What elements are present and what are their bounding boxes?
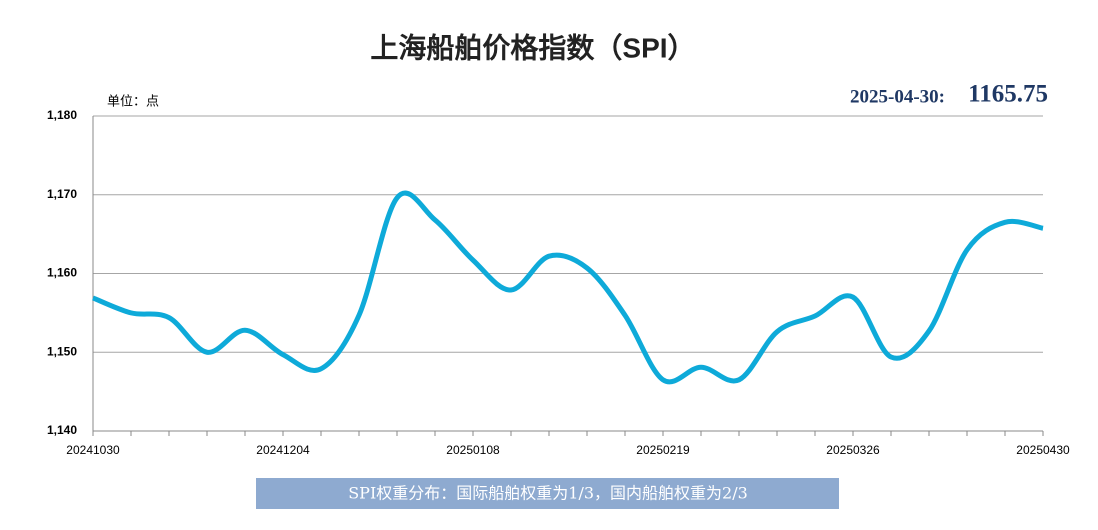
x-tick-label: 20250108 xyxy=(446,443,500,457)
x-tick-label: 20250219 xyxy=(636,443,690,457)
y-tick-label: 1,180 xyxy=(47,108,77,122)
footer: SPI权重分布：国际船舶权重为1/3，国内船舶权重为2/3 xyxy=(348,484,748,503)
x-tick-label: 20241204 xyxy=(256,443,310,457)
latest-value: 1165.75 xyxy=(968,81,1048,108)
unit-label: 单位：点 xyxy=(107,93,159,108)
x-tick-label: 20250430 xyxy=(1016,443,1070,457)
chart-title: 上海船舶价格指数（SPI） xyxy=(370,31,695,63)
y-tick-label: 1,150 xyxy=(47,344,77,358)
line xyxy=(92,190,1044,385)
y-tick-label: 1,160 xyxy=(47,266,77,280)
x-tick-label: 20241030 xyxy=(66,443,120,457)
annotation-date: 2025-04-30: xyxy=(850,86,945,107)
x-tick-label: 20250326 xyxy=(826,443,880,457)
y-tick-label: 1,170 xyxy=(47,187,77,201)
footer-box xyxy=(256,478,839,509)
y-tick-label: 1,140 xyxy=(47,423,77,437)
